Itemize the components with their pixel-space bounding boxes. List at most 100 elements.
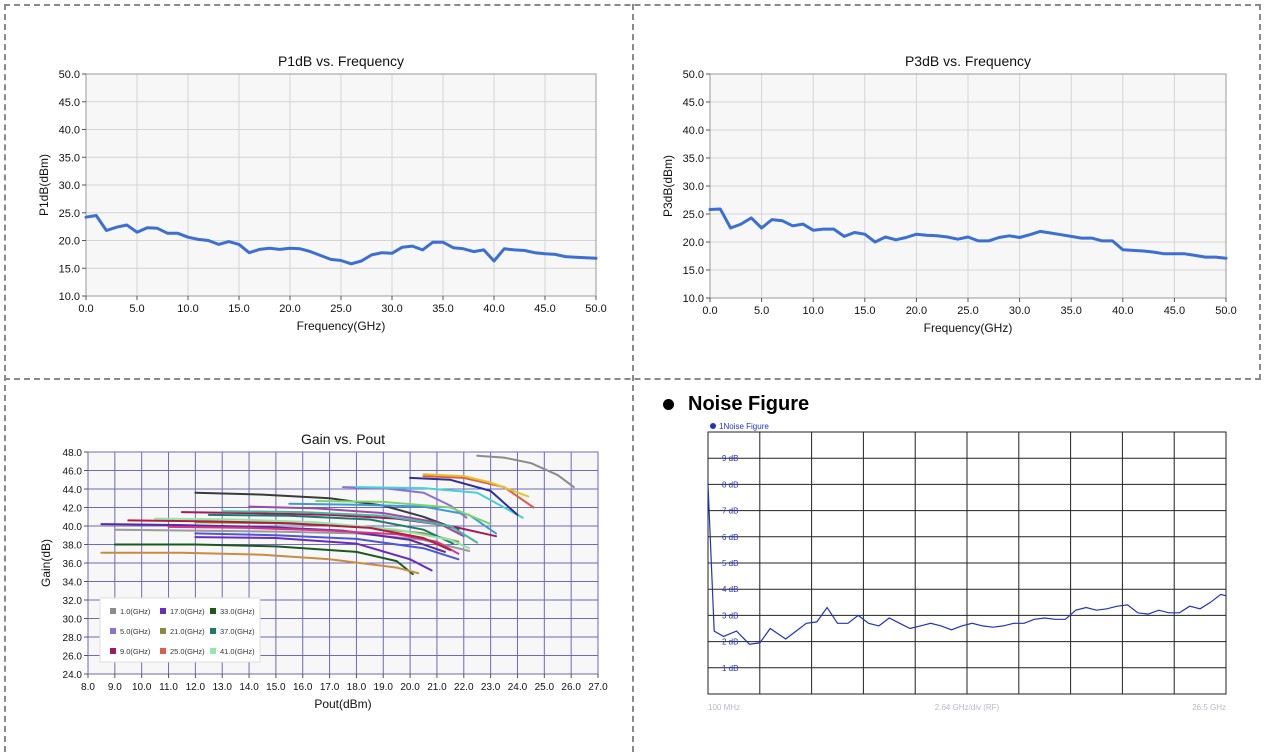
x-tick-label: 45.0 bbox=[534, 303, 555, 315]
y-tick-label: 26.0 bbox=[63, 652, 83, 663]
y-tick-label: 50.0 bbox=[683, 69, 704, 81]
series-line bbox=[113, 543, 414, 576]
y-tick-label: 2 dB bbox=[722, 638, 738, 647]
series-line bbox=[288, 502, 497, 535]
x-tick-label: 11.0 bbox=[159, 682, 178, 693]
x-tick-label: 0.0 bbox=[78, 303, 93, 315]
series-group bbox=[708, 207, 1228, 260]
series-group bbox=[100, 454, 575, 576]
y-tick-label: 45.0 bbox=[59, 97, 80, 109]
p1db-chart-panel: 0.0 5.0 10.0 15.0 20.0 25.0 30.0 35.0 40.0 45.0 50… bbox=[20, 40, 620, 340]
x-tick-label: 18.0 bbox=[347, 682, 367, 693]
series-line bbox=[154, 517, 471, 550]
noise-figure-chart-panel: 1 dB 2 dB 3 dB 4 dB 5 dB 6 dB 7 dB 8 dB 9 dB 1Noi… bbox=[700, 418, 1232, 718]
y-tick-label: 8 dB bbox=[722, 480, 738, 489]
series-line bbox=[100, 551, 420, 575]
series-line bbox=[207, 513, 455, 545]
x-tick-label: 10.0 bbox=[802, 305, 823, 317]
bullet-icon bbox=[663, 399, 674, 410]
x-tick-label: 26.0 bbox=[561, 682, 581, 693]
x-tick-label: 10.0 bbox=[177, 303, 198, 315]
axes: 0.0 5.0 10.0 15.0 20.0 25.0 30.0 35.0 40.0 45.0 50… bbox=[59, 69, 607, 315]
x-tick-label: 20.0 bbox=[906, 305, 927, 317]
y-tick-label: 38.0 bbox=[63, 541, 83, 552]
series-line bbox=[248, 505, 465, 538]
legend-label: 25.0(GHz) bbox=[170, 647, 205, 656]
y-tick-label: 30.0 bbox=[59, 180, 80, 192]
noise-figure-heading: Noise Figure bbox=[663, 393, 809, 416]
legend: 1Noise Figure bbox=[710, 422, 769, 431]
y-tick-label: 6 dB bbox=[722, 533, 738, 542]
x-tick-label: 0.0 bbox=[702, 305, 717, 317]
plot-frame bbox=[707, 431, 1227, 695]
series-line bbox=[180, 511, 497, 538]
x-tick-label: 17.0 bbox=[320, 682, 340, 693]
x-label-right: 26.5 GHz bbox=[1192, 703, 1226, 712]
y-tick-label: 25.0 bbox=[683, 209, 704, 221]
y-tick-label: 30.0 bbox=[63, 615, 83, 626]
y-tick-label: 10.0 bbox=[59, 291, 80, 303]
legend-swatch bbox=[110, 628, 116, 634]
x-tick-label: 9.0 bbox=[108, 682, 122, 693]
legend-label: 17.0(GHz) bbox=[170, 607, 205, 616]
x-tick-label: 50.0 bbox=[585, 303, 606, 315]
y-axis-label: P1dB(dBm) bbox=[37, 154, 51, 216]
y-tick-label: 40.0 bbox=[59, 125, 80, 137]
chart-title: Gain vs. Pout bbox=[301, 431, 385, 447]
y-tick-label: 4 dB bbox=[722, 585, 738, 594]
legend-label: 1.0(GHz) bbox=[120, 607, 151, 616]
y-tick-label: 36.0 bbox=[63, 559, 83, 570]
x-label-center: 2.64 GHz/div (RF) bbox=[935, 703, 1000, 712]
series-line bbox=[422, 475, 535, 509]
panel-border-center bbox=[632, 4, 634, 752]
y-tick-label: 28.0 bbox=[63, 633, 83, 644]
x-tick-label: 8.0 bbox=[81, 682, 95, 693]
noise-figure-heading-text: Noise Figure bbox=[688, 393, 810, 415]
x-tick-label: 45.0 bbox=[1164, 305, 1185, 317]
y-axis-label: Gain(dB) bbox=[39, 539, 53, 587]
x-axis-label: Pout(dBm) bbox=[314, 697, 371, 711]
x-tick-label: 5.0 bbox=[754, 305, 769, 317]
y-tick-label: 48.0 bbox=[63, 448, 83, 459]
noise-figure-trace bbox=[707, 484, 1227, 645]
y-tick-label: 34.0 bbox=[63, 578, 83, 589]
legend-swatch bbox=[160, 648, 166, 654]
gain-chart: 8.0 9.0 10.0 11.0 12.0 13.0 14.0 15.0 16.0 17.0 18… bbox=[39, 431, 608, 711]
y-tick-label: 40.0 bbox=[683, 125, 704, 137]
y-tick-label: 7 dB bbox=[722, 507, 738, 516]
x-tick-label: 10.0 bbox=[132, 682, 152, 693]
x-tick-label: 15.0 bbox=[228, 303, 249, 315]
x-tick-label: 15.0 bbox=[266, 682, 286, 693]
p1db-chart: 0.0 5.0 10.0 15.0 20.0 25.0 30.0 35.0 40.0 45.0 50… bbox=[37, 53, 607, 333]
y-tick-label: 40.0 bbox=[63, 522, 83, 533]
x-tick-label: 5.0 bbox=[129, 303, 144, 315]
x-tick-label: 35.0 bbox=[1060, 305, 1081, 317]
x-tick-label: 25.0 bbox=[330, 303, 351, 315]
x-tick-label: 13.0 bbox=[212, 682, 232, 693]
x-tick-label: 20.0 bbox=[279, 303, 300, 315]
x-tick-label: 50.0 bbox=[1215, 305, 1236, 317]
legend-swatch bbox=[160, 628, 166, 634]
y-tick-label: 32.0 bbox=[63, 596, 83, 607]
x-tick-label: 23.0 bbox=[481, 682, 501, 693]
series-group bbox=[84, 214, 598, 266]
y-tick-label: 9 dB bbox=[722, 454, 738, 463]
p3db-chart: 0.0 5.0 10.0 15.0 20.0 25.0 30.0 35.0 40.0 45.0 50… bbox=[661, 53, 1237, 335]
series-line bbox=[409, 476, 519, 516]
y-tick-label: 24.0 bbox=[63, 670, 83, 681]
x-tick-label: 19.0 bbox=[374, 682, 394, 693]
legend-swatch bbox=[110, 608, 116, 614]
p3db-chart-panel: 0.0 5.0 10.0 15.0 20.0 25.0 30.0 35.0 40.0 45.0 50… bbox=[648, 40, 1248, 340]
y-tick-label: 20.0 bbox=[683, 237, 704, 249]
series-line bbox=[476, 454, 575, 489]
y-tick-label: 46.0 bbox=[63, 467, 83, 478]
y-axis-label: P3dB(dBm) bbox=[661, 155, 675, 217]
y-tick-label: 42.0 bbox=[63, 504, 83, 515]
x-tick-label: 12.0 bbox=[186, 682, 206, 693]
legend-swatch bbox=[210, 608, 216, 614]
y-tick-label: 15.0 bbox=[683, 265, 704, 277]
y-tick-label: 50.0 bbox=[59, 69, 80, 81]
y-tick-label: 25.0 bbox=[59, 208, 80, 220]
legend-dot bbox=[710, 423, 716, 429]
series-line bbox=[167, 525, 460, 555]
